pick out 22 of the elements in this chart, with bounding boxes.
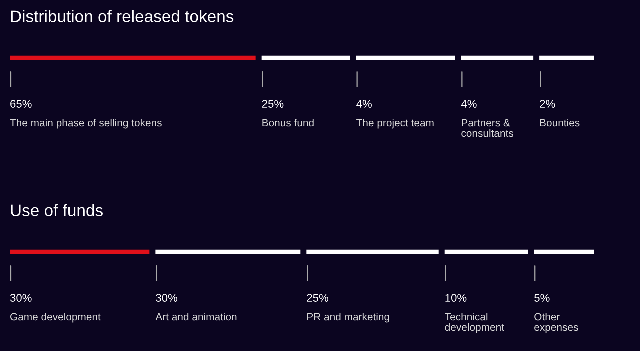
text: Distribution of released tokens: [11, 10, 234, 22]
data-label: 4%: [461, 100, 477, 108]
category-label: The project team: [356, 119, 434, 129]
data-label: 5%: [534, 294, 550, 302]
data-label: 2%: [540, 100, 556, 108]
category-label: Bonus fund: [262, 119, 314, 127]
data-label: 30%: [156, 294, 178, 302]
category-label: PR and marketing: [308, 313, 390, 323]
category-label: The main phase of selling tokens: [10, 119, 162, 129]
data-label: 30%: [10, 294, 32, 302]
category-label: Technical development: [445, 313, 504, 334]
text: Use of funds: [11, 204, 103, 216]
category-label: Art and animation: [156, 313, 237, 321]
data-label: 25%: [262, 100, 284, 108]
data-label: 10%: [446, 294, 467, 302]
category-label: Partners & consultants: [462, 119, 514, 138]
category-label: Game development: [10, 313, 101, 323]
category-label: Bounties: [540, 119, 580, 127]
data-label: 65%: [10, 100, 32, 108]
category-label: Other expenses: [534, 313, 578, 334]
data-label: 25%: [307, 294, 329, 302]
data-label: 4%: [356, 100, 372, 108]
